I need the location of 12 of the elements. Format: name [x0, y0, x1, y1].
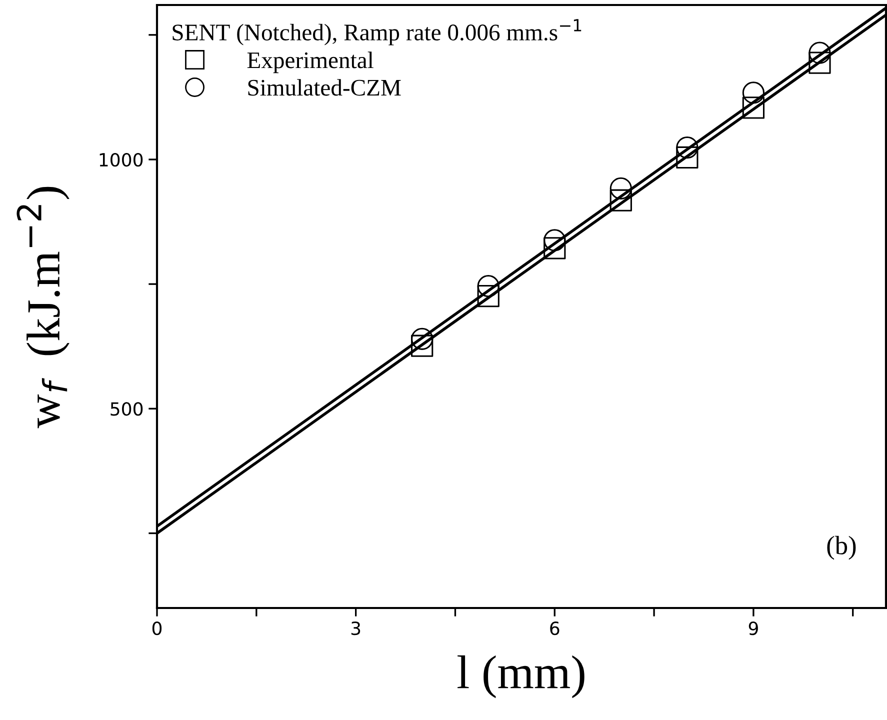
- x-axis-title: l (mm): [458, 655, 584, 698]
- legend-label: Experimental: [247, 52, 374, 74]
- y-tick-label: 1000: [100, 152, 143, 167]
- annotation: (b): [827, 536, 856, 560]
- y-axis-title: w$_{f}$ (kJ.m$^{−2}$): [16, 186, 70, 428]
- y-tick-label: 500: [110, 402, 143, 416]
- x-tick-label: 0: [152, 622, 162, 636]
- x-tick-label: 9: [748, 622, 758, 636]
- legend-title: SENT (Notched), Ramp rate 0.006 mm.s$^{−1}$: [172, 19, 582, 46]
- legend-label: Simulated-CZM: [248, 79, 401, 96]
- x-tick-label: 3: [351, 622, 360, 636]
- x-tick-label: 6: [550, 622, 560, 636]
